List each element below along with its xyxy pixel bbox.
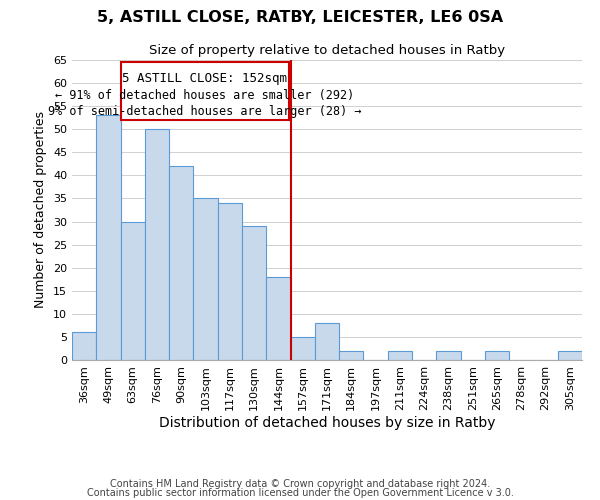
Text: ← 91% of detached houses are smaller (292): ← 91% of detached houses are smaller (29… xyxy=(55,89,355,102)
Y-axis label: Number of detached properties: Number of detached properties xyxy=(34,112,47,308)
Bar xyxy=(266,277,290,360)
Bar xyxy=(436,351,461,360)
Bar xyxy=(242,226,266,360)
X-axis label: Distribution of detached houses by size in Ratby: Distribution of detached houses by size … xyxy=(159,416,495,430)
Bar xyxy=(558,351,582,360)
Bar xyxy=(290,337,315,360)
Text: 9% of semi-detached houses are larger (28) →: 9% of semi-detached houses are larger (2… xyxy=(48,105,362,118)
Bar xyxy=(218,203,242,360)
Bar xyxy=(96,116,121,360)
FancyBboxPatch shape xyxy=(121,62,289,120)
Bar xyxy=(388,351,412,360)
Text: 5, ASTILL CLOSE, RATBY, LEICESTER, LE6 0SA: 5, ASTILL CLOSE, RATBY, LEICESTER, LE6 0… xyxy=(97,10,503,25)
Bar xyxy=(121,222,145,360)
Bar xyxy=(169,166,193,360)
Text: 5 ASTILL CLOSE: 152sqm: 5 ASTILL CLOSE: 152sqm xyxy=(122,72,287,85)
Bar xyxy=(315,323,339,360)
Bar xyxy=(193,198,218,360)
Bar xyxy=(72,332,96,360)
Bar xyxy=(485,351,509,360)
Text: Contains HM Land Registry data © Crown copyright and database right 2024.: Contains HM Land Registry data © Crown c… xyxy=(110,479,490,489)
Bar xyxy=(145,129,169,360)
Title: Size of property relative to detached houses in Ratby: Size of property relative to detached ho… xyxy=(149,44,505,58)
Bar xyxy=(339,351,364,360)
Text: Contains public sector information licensed under the Open Government Licence v : Contains public sector information licen… xyxy=(86,488,514,498)
